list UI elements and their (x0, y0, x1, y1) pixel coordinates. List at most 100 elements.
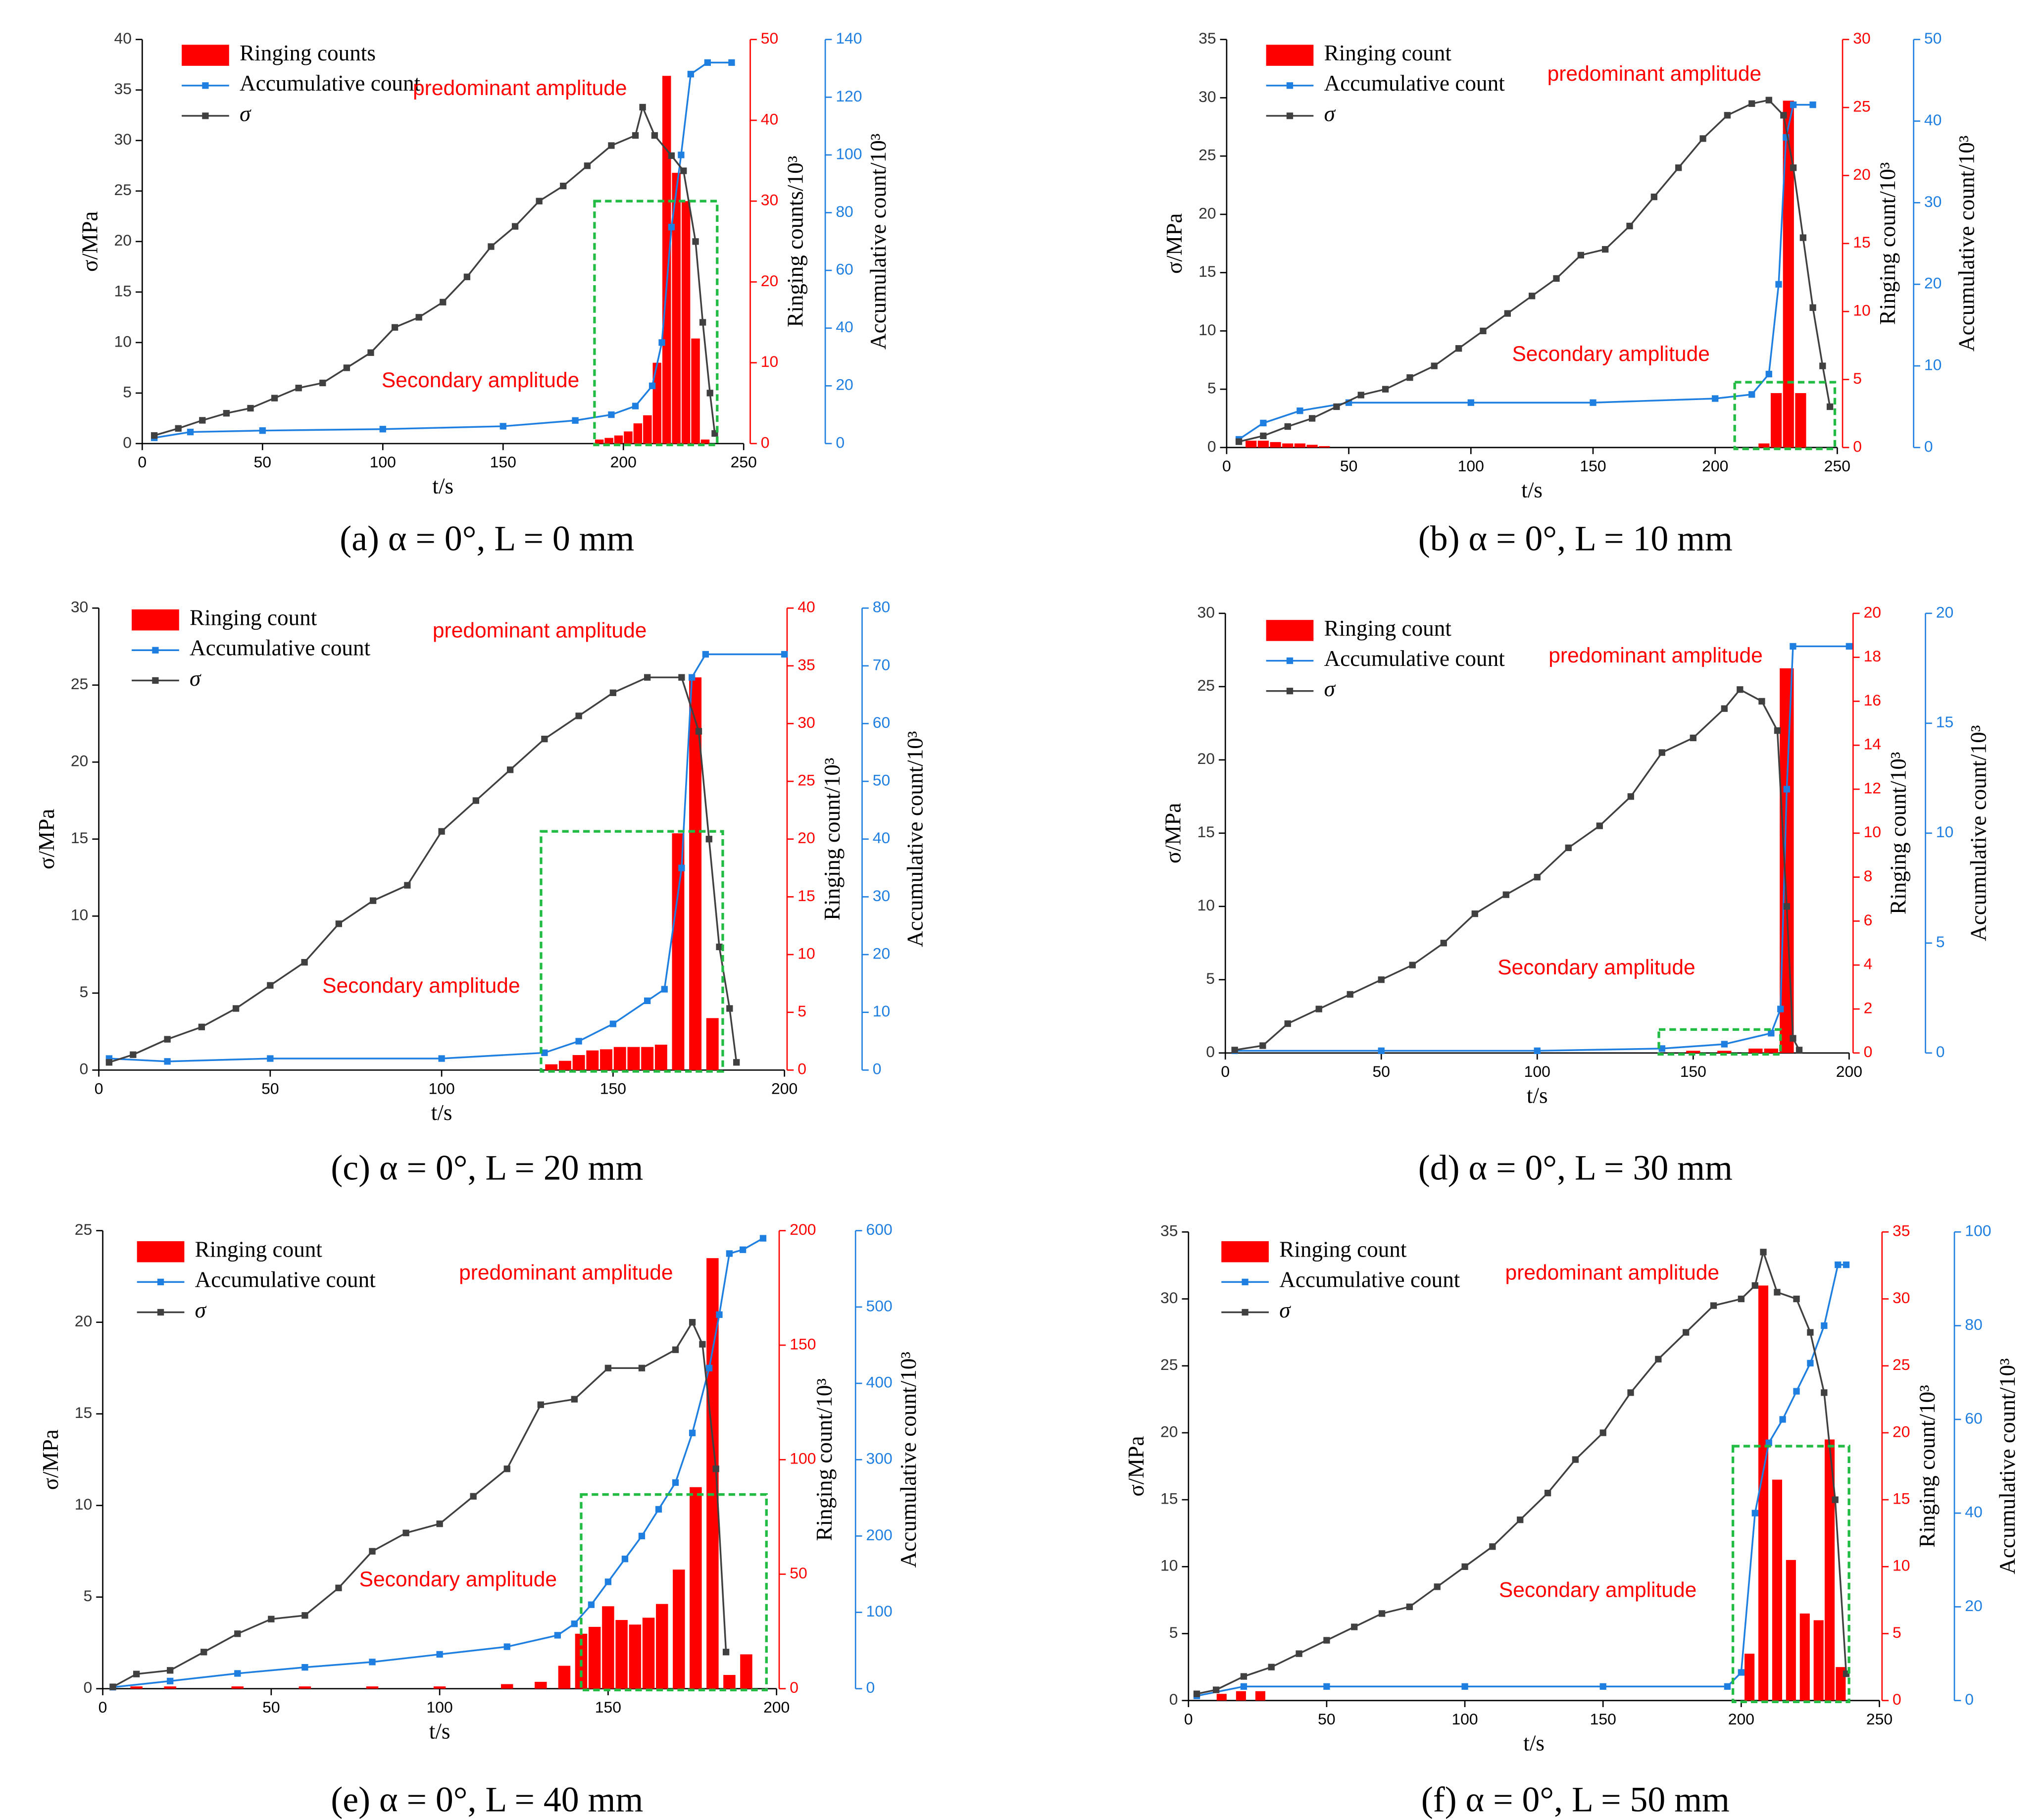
marker (537, 1401, 544, 1408)
marker (1738, 1669, 1745, 1676)
y3-tick-label: 100 (1965, 1222, 1991, 1240)
marker (1650, 193, 1658, 201)
marker (1799, 234, 1806, 241)
marker (571, 1620, 578, 1627)
y2-tick-label: 4 (1864, 955, 1873, 973)
y2-axis-label: Ringing count/10³ (820, 758, 845, 920)
legend-marker (202, 82, 209, 89)
marker (1765, 370, 1772, 378)
x-tick-label: 150 (600, 1080, 626, 1098)
x-axis-label: t/s (1527, 1083, 1548, 1108)
marker (1775, 281, 1782, 288)
bar (1717, 1051, 1732, 1053)
y3-tick-label: 0 (866, 1678, 875, 1696)
y3-axis-label: Accumulative count/10³ (866, 134, 891, 350)
y-tick-label: 15 (1198, 262, 1216, 280)
marker (604, 1364, 612, 1371)
y2-tick-label: 100 (790, 1450, 816, 1467)
y2-tick-label: 200 (790, 1220, 816, 1238)
marker (678, 864, 685, 871)
marker (234, 1630, 241, 1637)
marker (506, 766, 514, 773)
marker (692, 238, 699, 245)
y2-tick-label: 8 (1864, 867, 1873, 885)
bar (130, 1686, 143, 1689)
marker (726, 1005, 733, 1012)
bar (1306, 445, 1318, 448)
panel: 0 50 100 150 200 2500510152025303505101520253… (1124, 1222, 2020, 1819)
marker (1502, 891, 1509, 898)
x-tick-label: 200 (1728, 1710, 1754, 1728)
bar (1764, 1048, 1779, 1053)
marker (1323, 1683, 1330, 1690)
bar (366, 1686, 379, 1689)
bar (545, 1064, 558, 1070)
marker (343, 364, 350, 371)
marker (440, 299, 447, 305)
bar (558, 1061, 571, 1070)
marker (1751, 1282, 1758, 1289)
y-tick-label: 30 (114, 130, 132, 148)
marker (1774, 727, 1781, 734)
y3-tick-label: 60 (1965, 1409, 1982, 1427)
legend-marker (152, 677, 159, 684)
x-tick-label: 200 (771, 1080, 798, 1098)
y-tick-label: 5 (80, 983, 89, 1001)
marker (705, 836, 712, 843)
y-tick-label: 25 (114, 181, 132, 199)
y3-tick-label: 30 (873, 887, 890, 905)
marker (268, 1616, 275, 1622)
annotation: predominant amplitude (1547, 62, 1762, 86)
marker (1807, 1329, 1814, 1336)
bar (1319, 446, 1330, 448)
marker (1378, 1610, 1386, 1617)
bar (572, 1055, 585, 1070)
marker (109, 1683, 116, 1690)
legend-label: Accumulative count (195, 1267, 376, 1292)
marker (588, 1601, 595, 1608)
marker (1626, 222, 1633, 230)
marker (687, 71, 694, 78)
y3-tick-label: 120 (836, 87, 862, 105)
y-tick-label: 25 (1198, 146, 1216, 164)
bar (595, 439, 604, 444)
y2-axis-label: Ringing count/10³ (812, 1378, 837, 1541)
x-tick-label: 100 (1458, 457, 1484, 475)
annotation: Secondary amplitude (1497, 956, 1695, 979)
marker (164, 1036, 171, 1043)
marker (234, 1670, 241, 1677)
marker (726, 1250, 733, 1257)
marker (1260, 432, 1267, 439)
caption: (a) α = 0°, L = 0 mm (340, 519, 634, 558)
annotation: Secondary amplitude (1512, 342, 1709, 366)
x-tick-label: 0 (95, 1080, 103, 1098)
marker (1346, 991, 1353, 998)
y-tick-label: 0 (1169, 1690, 1178, 1708)
marker (200, 1649, 207, 1656)
y3-tick-label: 0 (1936, 1043, 1945, 1061)
marker (1517, 1516, 1524, 1523)
y3-tick-label: 20 (1965, 1597, 1982, 1615)
marker (335, 1584, 342, 1591)
y-tick-label: 20 (1197, 750, 1214, 767)
y2-tick-label: 20 (1893, 1422, 1910, 1440)
y-tick-label: 10 (71, 906, 88, 924)
y2-tick-label: 10 (1853, 302, 1870, 319)
x-tick-label: 150 (1580, 457, 1606, 475)
y3-tick-label: 60 (836, 260, 853, 278)
marker (554, 1632, 561, 1639)
y3-tick-label: 80 (873, 598, 890, 616)
bar (614, 435, 623, 444)
marker (621, 1556, 629, 1563)
highlight-box (593, 200, 719, 447)
bar (662, 76, 671, 444)
marker (651, 132, 658, 139)
y2-tick-label: 5 (1853, 369, 1862, 387)
x-tick-label: 100 (1451, 1710, 1478, 1728)
marker (1333, 403, 1340, 410)
bar (624, 431, 633, 444)
marker (1675, 164, 1682, 171)
marker (391, 324, 399, 331)
marker (369, 1548, 376, 1555)
y-tick-label: 10 (75, 1495, 92, 1513)
